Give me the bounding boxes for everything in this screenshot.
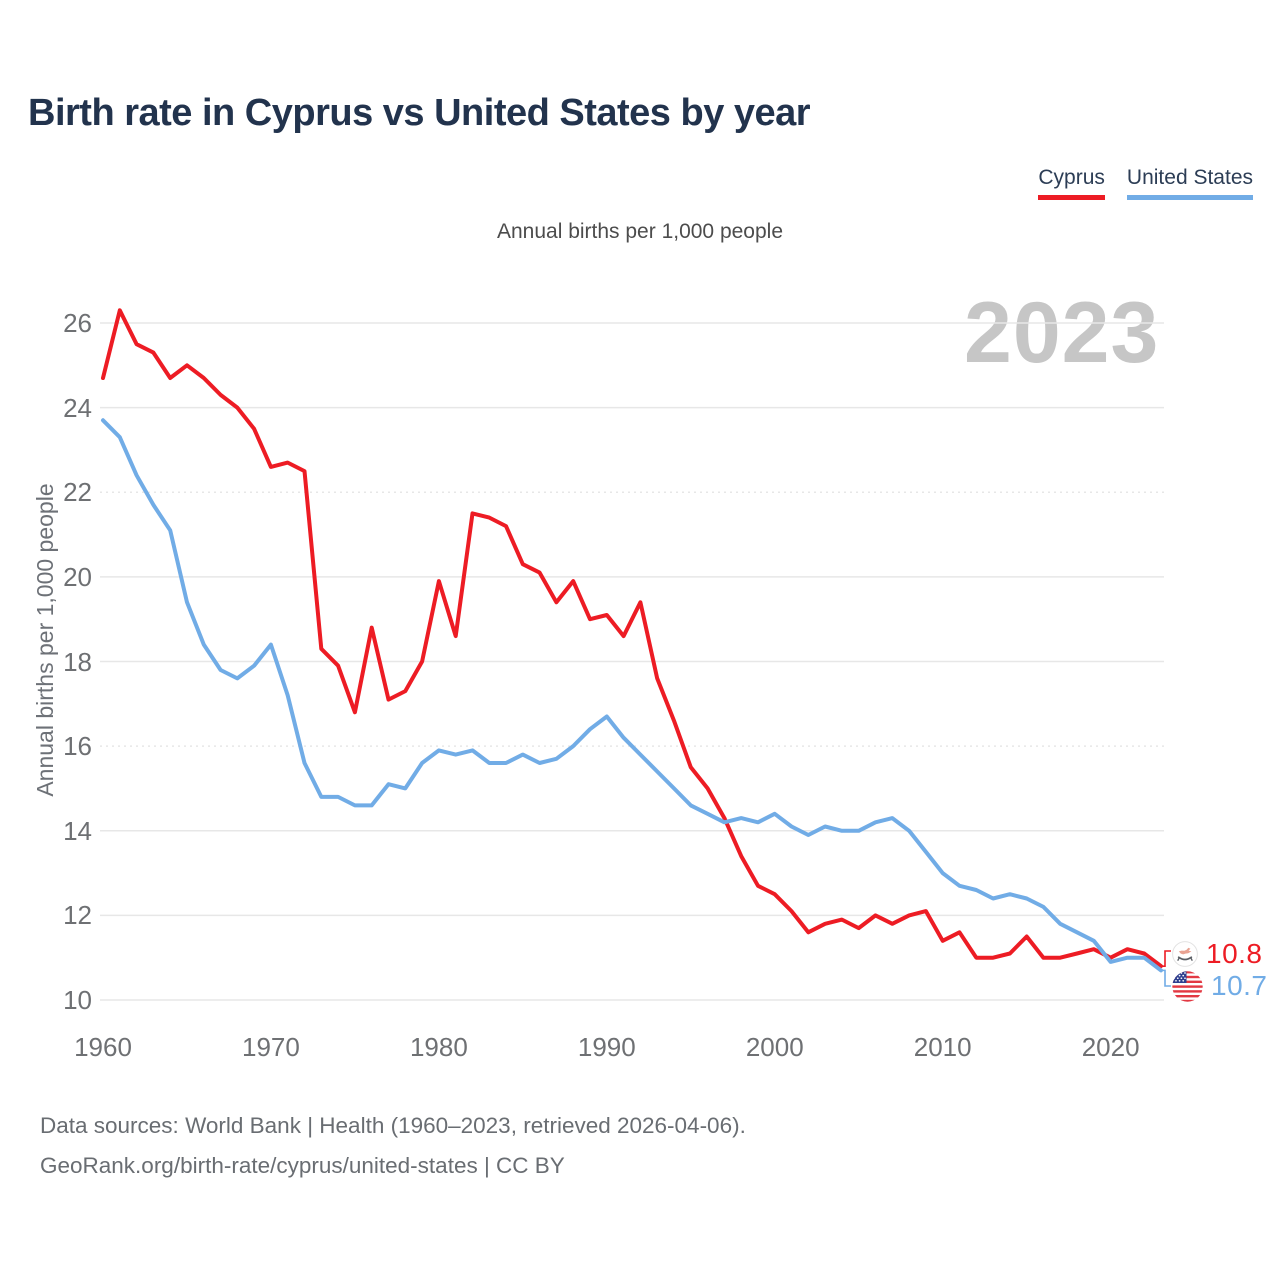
- legend: Cyprus United States: [1038, 166, 1253, 200]
- united-states-line: [101, 418, 1163, 973]
- legend-item-cyprus[interactable]: Cyprus: [1038, 166, 1105, 200]
- x-tick-label-1980: 1980: [409, 1032, 468, 1062]
- y-tick-label-24: 24: [63, 392, 92, 423]
- y-tick-label-10: 10: [63, 985, 92, 1015]
- y-tick-label-18: 18: [63, 646, 92, 677]
- watermark-year: 2023: [964, 285, 1160, 381]
- x-tick-label-1990: 1990: [577, 1032, 636, 1062]
- cyprus-flag-icon: [1172, 941, 1198, 967]
- us-last-value: 10.7: [1211, 970, 1268, 1001]
- y-tick-label-20: 20: [63, 561, 92, 592]
- cyprus-line: [101, 308, 1163, 969]
- y-tick-label-26: 26: [63, 308, 92, 338]
- x-tick-label-1970: 1970: [242, 1032, 300, 1062]
- y-tick-label-12: 12: [63, 900, 92, 931]
- cyprus-last-value: 10.8: [1206, 938, 1263, 969]
- x-tick-label-2020: 2020: [1081, 1032, 1140, 1062]
- x-tick-label-2010: 2010: [913, 1032, 972, 1062]
- y-tick-label-22: 22: [63, 477, 92, 508]
- cyprus-map-shape: [1178, 947, 1192, 955]
- end-label-united-states: 10.7: [1172, 970, 1268, 1002]
- cyprus-leader-line: [1161, 950, 1171, 967]
- page-title: Birth rate in Cyprus vs United States by…: [28, 92, 811, 134]
- footer: Data sources: World Bank | Health (1960–…: [40, 1106, 746, 1186]
- data-sources-line: Data sources: World Bank | Health (1960–…: [40, 1113, 746, 1138]
- x-tick-label-2000: 2000: [745, 1032, 804, 1062]
- us-flag-icon: [1172, 970, 1203, 1002]
- us-leader-line: [1161, 969, 1171, 987]
- attribution-line: GeoRank.org/birth-rate/cyprus/united-sta…: [40, 1153, 565, 1178]
- y-tick-label-14: 14: [63, 815, 92, 846]
- chart-subtitle: Annual births per 1,000 people: [496, 220, 784, 243]
- y-tick-label-16: 16: [63, 731, 92, 762]
- x-tick-label-1960: 1960: [74, 1032, 132, 1062]
- end-label-cyprus: 10.8: [1172, 938, 1263, 970]
- legend-item-united-states[interactable]: United States: [1126, 166, 1253, 200]
